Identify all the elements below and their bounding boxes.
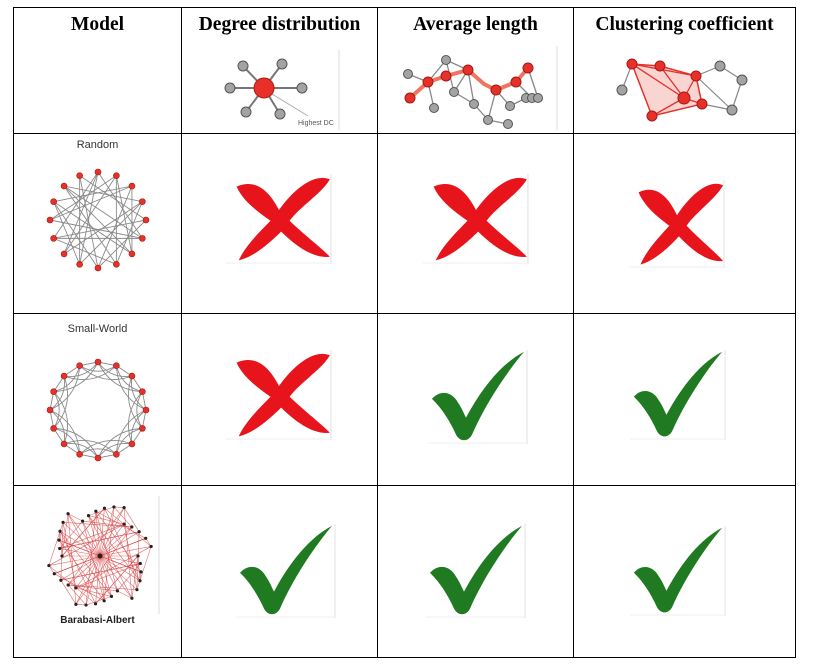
- avglength-cell-random: [377, 133, 574, 314]
- degree-cell-random: [181, 133, 378, 314]
- header-model: Model: [70, 14, 125, 35]
- highest-dc-label: Highest DC: [298, 120, 334, 127]
- cross-icon: [226, 174, 332, 264]
- comparison-table: Model Degree distribution Highest DC: [13, 7, 796, 658]
- header-avglength-cell: Average length: [377, 7, 574, 134]
- cross-icon: [423, 174, 529, 264]
- cross-icon: [629, 180, 725, 268]
- degree-cell-small-world: [181, 313, 378, 486]
- header-clustering: Clustering coefficient: [595, 14, 774, 35]
- small-world-graph-icon: [46, 358, 150, 462]
- header-degree: Degree distribution: [198, 14, 361, 35]
- clustering-cell-random: [573, 133, 796, 314]
- row-barabasi-albert: Barabasi-Albert: [13, 485, 796, 658]
- average-length-illustration: [403, 46, 558, 130]
- degree-cell-barabasi-albert: [181, 485, 378, 658]
- row-small-world: Small-World: [13, 313, 796, 486]
- model-label-small-world: Small-World: [67, 323, 128, 335]
- header-avg-length: Average length: [413, 14, 538, 35]
- check-icon: [426, 524, 526, 618]
- header-degree-cell: Degree distribution Highest DC: [181, 7, 378, 134]
- clustering-cell-small-world: [573, 313, 796, 486]
- model-cell-random: Random: [13, 133, 182, 314]
- model-label-barabasi-albert: Barabasi-Albert: [60, 615, 135, 626]
- header-row: Model Degree distribution Highest DC: [13, 7, 796, 134]
- check-icon: [236, 524, 336, 618]
- clustering-illustration: [616, 58, 748, 122]
- model-cell-small-world: Small-World: [13, 313, 182, 486]
- header-model-cell: Model: [13, 7, 182, 134]
- check-icon: [630, 526, 726, 616]
- model-cell-barabasi-albert: Barabasi-Albert: [13, 485, 182, 658]
- cross-icon: [226, 350, 332, 440]
- check-icon: [428, 350, 528, 444]
- avglength-cell-barabasi-albert: [377, 485, 574, 658]
- barabasi-albert-graph-icon: [47, 496, 160, 614]
- degree-illustration: Highest DC: [224, 50, 340, 130]
- avglength-cell-small-world: [377, 313, 574, 486]
- check-icon: [630, 350, 726, 440]
- row-random: Random: [13, 133, 796, 314]
- clustering-cell-barabasi-albert: [573, 485, 796, 658]
- header-clustering-cell: Clustering coefficient: [573, 7, 796, 134]
- model-label-random: Random: [76, 139, 119, 151]
- random-graph-icon: [46, 168, 150, 272]
